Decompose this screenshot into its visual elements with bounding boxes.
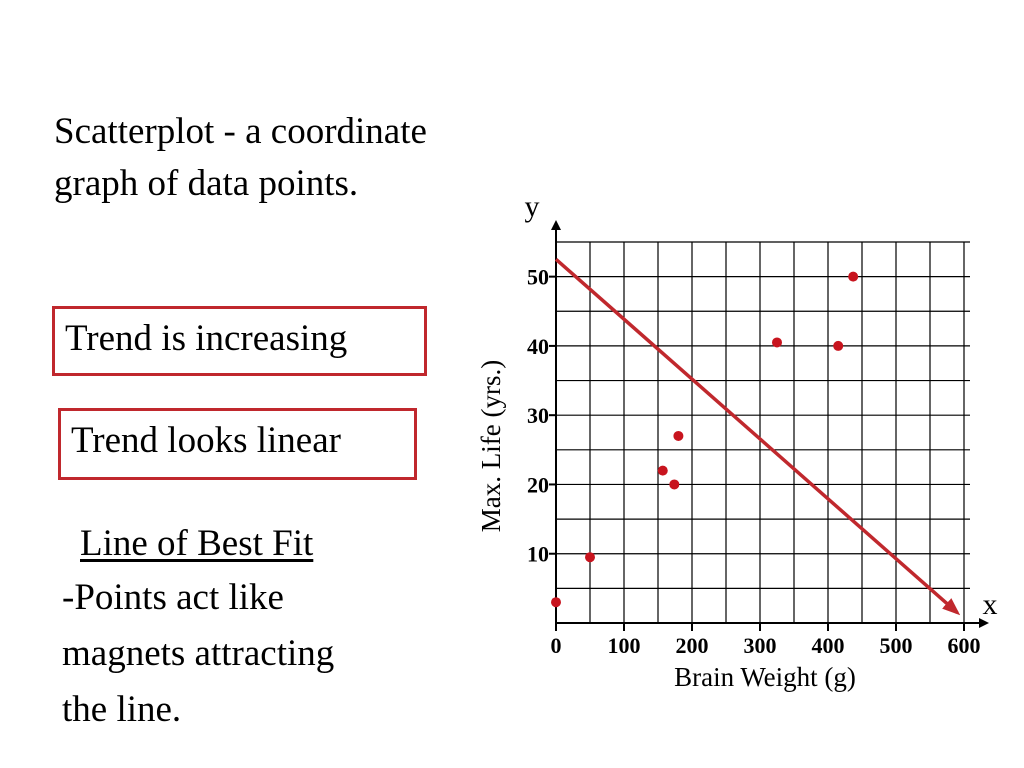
x-tick-label: 0 <box>551 633 562 658</box>
best-fit-line-3: the line. <box>62 689 182 730</box>
y-axis-label: Max. Life (yrs.) <box>476 360 506 532</box>
x-tick-label: 100 <box>608 633 641 658</box>
data-point <box>551 597 561 608</box>
best-fit-title: Line of Best Fit <box>80 523 314 564</box>
trend-line <box>554 258 961 616</box>
chart-grid <box>556 241 970 623</box>
trend-increasing-box: Trend is increasing <box>52 306 427 376</box>
slide-heading: Scatterplot - a coordinate graph of data… <box>54 106 524 210</box>
data-points <box>551 271 859 608</box>
x-tick-label: 500 <box>880 633 913 658</box>
best-fit-description: -Points act like magnets attracting the … <box>62 570 442 738</box>
y-tick-label: 50 <box>527 265 549 290</box>
y-tick-label: 20 <box>527 472 549 497</box>
chart-tick-labels: 0 100 200 300 400 500 600 10 20 30 40 50 <box>527 265 981 658</box>
y-axis-letter: y <box>525 190 540 223</box>
y-tick-label: 10 <box>527 542 549 567</box>
x-tick-label: 400 <box>812 633 845 658</box>
data-point <box>585 552 595 563</box>
data-point <box>657 465 668 476</box>
x-axis-letter: x <box>983 588 998 621</box>
data-point <box>848 271 859 282</box>
x-axis-label: Brain Weight (g) <box>674 662 856 692</box>
best-fit-line-2: magnets attracting <box>62 633 335 674</box>
x-tick-label: 200 <box>676 633 709 658</box>
x-tick-label: 600 <box>948 633 981 658</box>
y-tick-label: 30 <box>527 403 549 428</box>
best-fit-line-1: -Points act like <box>62 577 284 618</box>
heading-line-2: graph of data points. <box>54 163 359 204</box>
data-point <box>772 337 782 348</box>
data-point <box>669 479 680 490</box>
y-tick-label: 40 <box>527 334 549 359</box>
data-point <box>673 430 684 441</box>
x-tick-label: 300 <box>744 633 777 658</box>
data-point <box>833 340 844 351</box>
chart-axes <box>551 220 989 628</box>
trend-line-layer <box>554 258 961 616</box>
heading-line-1: Scatterplot - a coordinate <box>54 111 427 152</box>
trend-linear-box: Trend looks linear <box>58 408 417 480</box>
